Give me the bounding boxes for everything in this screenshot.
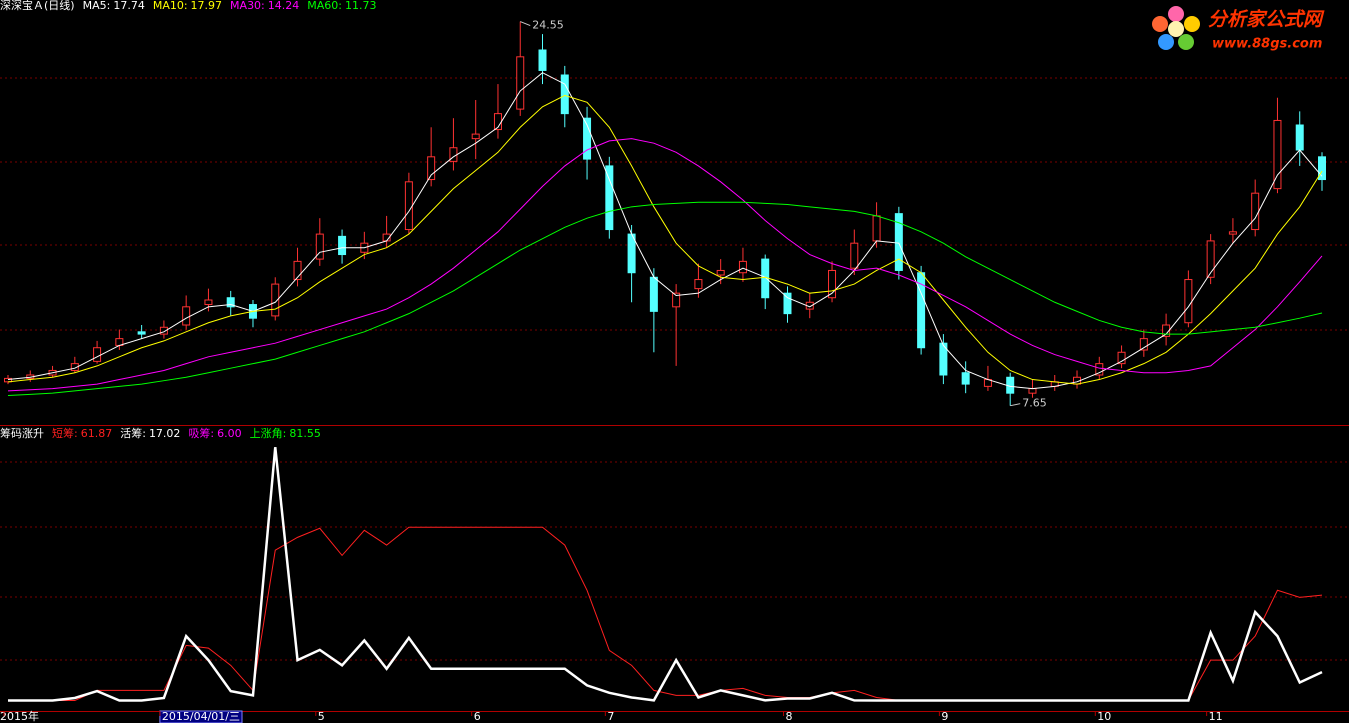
panel-title: 筹码涨升 <box>0 426 44 440</box>
legend-value: 6.00 <box>217 427 242 440</box>
candle-body <box>204 299 213 306</box>
annotation-pointer <box>1010 403 1021 407</box>
candle-body <box>828 269 837 299</box>
x-tick-label: 2015/04/01/三 <box>162 710 240 723</box>
logo-petal <box>1178 34 1194 50</box>
annotation-pointer <box>520 21 531 27</box>
candle-body <box>738 260 747 274</box>
logo-center <box>1168 21 1184 37</box>
legend-name: 吸筹: <box>188 426 214 440</box>
candle-body <box>1295 124 1304 151</box>
legend-name: 活筹: <box>120 426 146 440</box>
candle-body <box>516 56 525 110</box>
candle-body <box>872 215 881 242</box>
legend-name: 短筹: <box>52 426 78 440</box>
candle-body <box>1139 338 1148 351</box>
x-tick-label: 7 <box>607 710 614 723</box>
candle-body <box>1318 156 1326 181</box>
x-label-highlight <box>159 710 243 723</box>
legend-value: 61.87 <box>81 427 113 440</box>
ma-line <box>7 72 1323 390</box>
legend-name: MA30: <box>230 0 265 12</box>
legend-value: 17.02 <box>149 427 181 440</box>
candle-body <box>783 292 792 315</box>
candle-body <box>93 347 102 362</box>
candle-body <box>560 74 569 115</box>
logo-title: 分析家公式网 <box>1208 9 1325 31</box>
candle-body <box>404 181 413 231</box>
candle-body <box>605 165 614 231</box>
x-tick-label: 8 <box>785 710 792 723</box>
candle-body <box>649 276 658 312</box>
legend-value: 11.73 <box>345 0 377 12</box>
legend-value: 14.24 <box>268 0 300 12</box>
legend-value: 17.74 <box>113 0 145 12</box>
legend-value: 81.55 <box>289 427 321 440</box>
annotation-low: 7.65 <box>1022 397 1047 410</box>
candle-body <box>850 242 859 269</box>
ma-line <box>7 138 1323 392</box>
x-tick-label: 10 <box>1097 710 1111 723</box>
candle-body <box>471 133 480 140</box>
x-tick-label: 9 <box>941 710 948 723</box>
indicator-line <box>8 447 1323 702</box>
logo-petal <box>1158 34 1174 50</box>
x-tick-label: 5 <box>318 710 325 723</box>
candle-body <box>716 269 725 276</box>
candle-body <box>1184 279 1193 324</box>
candle-body <box>694 279 703 290</box>
ma-line <box>7 94 1323 385</box>
candle-body <box>70 363 79 371</box>
ma-line <box>7 201 1323 396</box>
legend-name: MA5: <box>83 0 111 12</box>
logo-url: www.88gs.com <box>1212 37 1322 52</box>
legend-name: MA10: <box>153 0 188 12</box>
logo-petal <box>1152 16 1168 32</box>
candle-body <box>1228 231 1237 235</box>
x-tick-label: 11 <box>1209 710 1223 723</box>
candle-body <box>939 342 948 376</box>
candle-body <box>338 235 347 256</box>
candle-body <box>1206 240 1215 278</box>
candle-body <box>1117 351 1126 365</box>
logo-petal <box>1184 16 1200 32</box>
candle-body <box>271 283 280 317</box>
x-tick-label: 6 <box>474 710 481 723</box>
candle-body <box>961 372 970 385</box>
candle-body <box>672 292 681 308</box>
annotation-high: 24.55 <box>532 19 564 32</box>
legend-name: MA60: <box>307 0 342 12</box>
candle-body <box>1095 363 1104 376</box>
candle-body <box>583 117 592 160</box>
candle-body <box>1251 192 1260 231</box>
candle-body <box>159 326 168 335</box>
candle-body <box>182 306 191 326</box>
candle-body <box>1162 324 1171 337</box>
candle-body <box>293 260 302 281</box>
candle-body <box>137 331 146 335</box>
logo: 分析家公式网 www.88gs.com <box>1152 6 1325 52</box>
candle-body <box>1028 388 1037 394</box>
x-tick-label: 2015年 <box>0 709 39 723</box>
candle-body <box>315 233 324 260</box>
candle-body <box>427 156 436 181</box>
legend-value: 17.97 <box>191 0 223 12</box>
logo-petal <box>1168 6 1184 22</box>
panel-title: 深深宝Ａ(日线) <box>0 0 75 12</box>
candle-body <box>894 213 903 271</box>
legend-name: 上涨角: <box>250 427 287 440</box>
candle-body <box>226 297 235 308</box>
candle-body <box>1273 119 1282 190</box>
candle-body <box>538 49 547 71</box>
